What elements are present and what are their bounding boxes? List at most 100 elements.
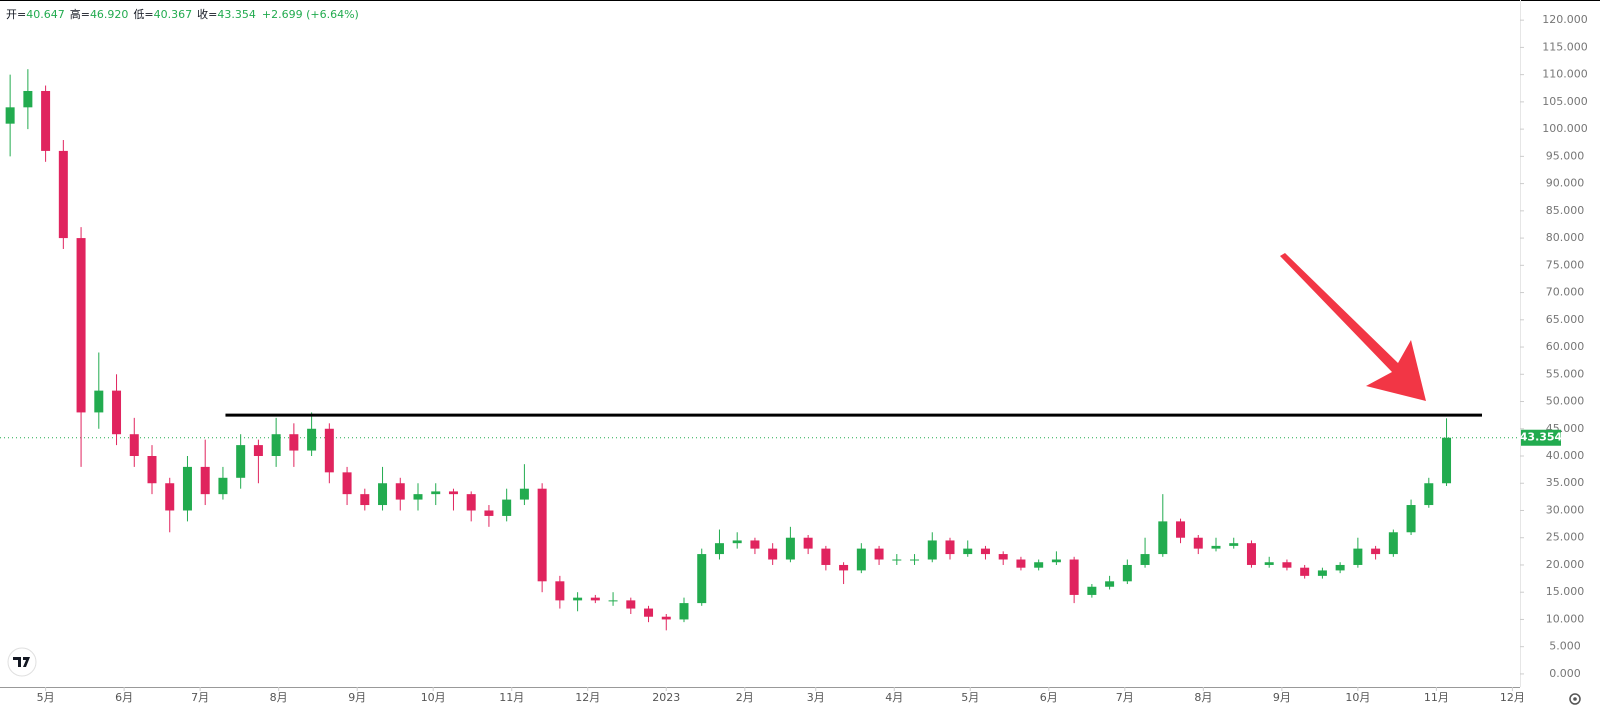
candle-body (502, 499, 512, 516)
candle-body (1371, 548, 1381, 555)
arrow-annotation (1280, 253, 1426, 401)
candle-body (1140, 554, 1150, 565)
y-tick-label: 35.000 (1546, 476, 1585, 489)
candle-body (679, 603, 689, 620)
candle-body (413, 494, 423, 500)
x-tick-label: 8月 (1194, 691, 1212, 704)
candle-body (1211, 545, 1221, 549)
candle-body (963, 548, 973, 555)
y-tick-label: 70.000 (1546, 286, 1585, 299)
x-tick-label: 7月 (1116, 691, 1134, 704)
candle-body (271, 434, 281, 457)
candle-body (1158, 521, 1168, 555)
candle-body (448, 491, 458, 495)
candle-body (182, 466, 192, 511)
y-tick-label: 75.000 (1546, 258, 1585, 271)
candle-body (360, 494, 370, 506)
candle-body (1016, 559, 1026, 568)
candle-body (1406, 505, 1416, 533)
candle-body (1034, 562, 1044, 568)
y-tick-label: 85.000 (1546, 204, 1585, 217)
candle-body (466, 494, 476, 511)
candle-body (1051, 559, 1061, 563)
header-label: 开= (6, 8, 26, 21)
candle-body (573, 597, 583, 601)
y-tick-label: 55.000 (1546, 367, 1585, 380)
candle-body (165, 483, 175, 511)
y-tick-label: 105.000 (1542, 95, 1588, 108)
candle-body (590, 597, 600, 601)
candle-body (980, 548, 990, 555)
y-tick-label: 30.000 (1546, 503, 1585, 516)
candle-body (1087, 586, 1097, 595)
x-tick-label: 9月 (1273, 691, 1291, 704)
candle-body (218, 477, 228, 495)
candle-body (1300, 567, 1310, 576)
x-tick-label: 10月 (1345, 691, 1370, 704)
header-value: 40.647 (26, 8, 65, 21)
y-tick-label: 110.000 (1542, 68, 1588, 81)
y-tick-label: 5.000 (1549, 640, 1581, 653)
candle-body (608, 600, 618, 602)
candle-body (58, 150, 68, 239)
y-tick-label: 0.000 (1549, 667, 1581, 680)
candle-body (803, 537, 813, 549)
y-tick-label: 95.000 (1546, 149, 1585, 162)
candle-body (714, 543, 724, 555)
y-tick-label: 65.000 (1546, 313, 1585, 326)
candle-body (1122, 564, 1132, 582)
candle-body (1193, 537, 1203, 549)
x-tick-label: 6月 (115, 691, 133, 704)
candle-body (1264, 562, 1274, 565)
y-tick-label: 60.000 (1546, 340, 1585, 353)
x-tick-label: 3月 (807, 691, 825, 704)
candle-body (1335, 564, 1345, 571)
candle-body (732, 540, 742, 544)
candle-body (1442, 437, 1452, 484)
last-price-label: 43.354 (1520, 431, 1563, 444)
x-tick-label: 12月 (575, 691, 600, 704)
candle-body (76, 238, 86, 413)
candle-body (1282, 562, 1292, 568)
x-tick-label: 9月 (348, 691, 366, 704)
candle-body (927, 540, 937, 560)
candle-body (236, 445, 246, 478)
x-tick-label: 7月 (191, 691, 209, 704)
candle-body (998, 554, 1008, 560)
y-tick-label: 50.000 (1546, 395, 1585, 408)
header-value: 46.920 (90, 8, 129, 21)
candle-body (661, 616, 671, 620)
header-value: 43.354 (217, 8, 256, 21)
candle-body (41, 90, 51, 151)
gear-center[interactable] (1573, 697, 1577, 701)
candle-body (1353, 548, 1363, 565)
gear[interactable] (1569, 693, 1581, 705)
candle-body (697, 554, 707, 604)
candle-body (768, 548, 778, 560)
candle-body (1246, 543, 1256, 565)
settings-icon[interactable] (1569, 693, 1581, 705)
x-tick-label: 8月 (270, 691, 288, 704)
candle-body (484, 510, 494, 516)
x-tick-label: 5月 (961, 691, 979, 704)
candle-body (626, 600, 636, 609)
candle-body (1388, 532, 1398, 555)
candle-body (378, 483, 388, 506)
candle-body (5, 107, 15, 124)
x-tick-label: 6月 (1040, 691, 1058, 704)
logo-mark (13, 657, 30, 667)
x-tick-label: 4月 (885, 691, 903, 704)
y-tick-label: 20.000 (1546, 558, 1585, 571)
x-tick-label: 2023 (652, 691, 680, 704)
y-tick-label: 100.000 (1542, 122, 1588, 135)
y-tick-label: 90.000 (1546, 177, 1585, 190)
candle-body (555, 581, 565, 601)
candle-body (750, 540, 760, 549)
y-tick-label: 80.000 (1546, 231, 1585, 244)
candle-body (1424, 483, 1434, 506)
candle-body (821, 548, 831, 565)
y-tick-label: 10.000 (1546, 612, 1585, 625)
candle-body (395, 483, 405, 500)
candle-body (1229, 543, 1239, 546)
header-value: 40.367 (154, 8, 193, 21)
